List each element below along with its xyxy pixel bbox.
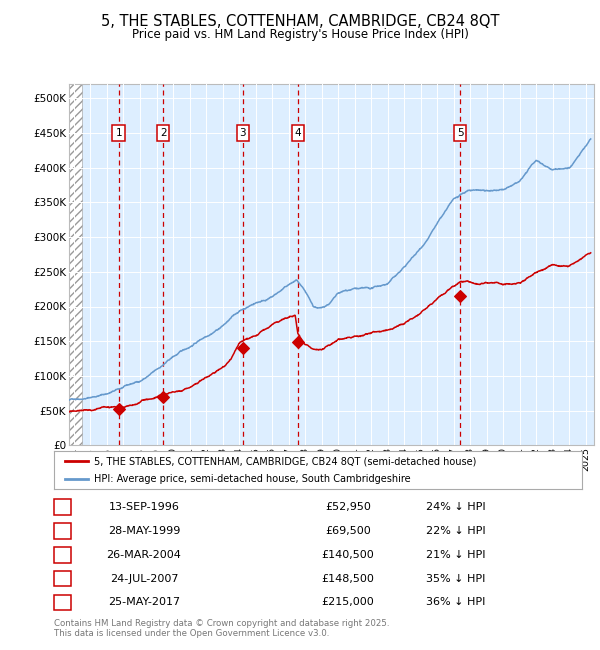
Text: HPI: Average price, semi-detached house, South Cambridgeshire: HPI: Average price, semi-detached house,… bbox=[94, 474, 410, 484]
Text: 3: 3 bbox=[239, 128, 246, 138]
Text: Price paid vs. HM Land Registry's House Price Index (HPI): Price paid vs. HM Land Registry's House … bbox=[131, 28, 469, 41]
Point bbox=[293, 337, 302, 348]
Text: 26-MAR-2004: 26-MAR-2004 bbox=[107, 550, 181, 560]
Text: 5: 5 bbox=[59, 597, 66, 607]
Text: 28-MAY-1999: 28-MAY-1999 bbox=[108, 526, 180, 536]
Text: £69,500: £69,500 bbox=[325, 526, 371, 536]
Point bbox=[455, 291, 465, 302]
Text: 2: 2 bbox=[160, 128, 167, 138]
Bar bbox=[69, 84, 82, 445]
Text: £215,000: £215,000 bbox=[322, 597, 374, 607]
Text: 1: 1 bbox=[115, 128, 122, 138]
Text: 21% ↓ HPI: 21% ↓ HPI bbox=[426, 550, 486, 560]
Text: 24% ↓ HPI: 24% ↓ HPI bbox=[426, 502, 486, 512]
Text: 5: 5 bbox=[457, 128, 463, 138]
Text: 4: 4 bbox=[295, 128, 301, 138]
Text: 22% ↓ HPI: 22% ↓ HPI bbox=[426, 526, 486, 536]
Point bbox=[114, 403, 124, 413]
Text: 13-SEP-1996: 13-SEP-1996 bbox=[109, 502, 179, 512]
Text: 4: 4 bbox=[59, 573, 66, 584]
Point bbox=[238, 343, 248, 353]
Text: 24-JUL-2007: 24-JUL-2007 bbox=[110, 573, 178, 584]
Text: 36% ↓ HPI: 36% ↓ HPI bbox=[427, 597, 485, 607]
Text: 3: 3 bbox=[59, 550, 66, 560]
Text: 5, THE STABLES, COTTENHAM, CAMBRIDGE, CB24 8QT: 5, THE STABLES, COTTENHAM, CAMBRIDGE, CB… bbox=[101, 14, 499, 29]
Text: £52,950: £52,950 bbox=[325, 502, 371, 512]
Text: 2: 2 bbox=[59, 526, 66, 536]
Text: 5, THE STABLES, COTTENHAM, CAMBRIDGE, CB24 8QT (semi-detached house): 5, THE STABLES, COTTENHAM, CAMBRIDGE, CB… bbox=[94, 456, 476, 466]
Text: 1: 1 bbox=[59, 502, 66, 512]
Text: £140,500: £140,500 bbox=[322, 550, 374, 560]
Point bbox=[158, 392, 168, 402]
Text: Contains HM Land Registry data © Crown copyright and database right 2025.
This d: Contains HM Land Registry data © Crown c… bbox=[54, 619, 389, 638]
Text: £148,500: £148,500 bbox=[322, 573, 374, 584]
Text: 25-MAY-2017: 25-MAY-2017 bbox=[108, 597, 180, 607]
Text: 35% ↓ HPI: 35% ↓ HPI bbox=[427, 573, 485, 584]
